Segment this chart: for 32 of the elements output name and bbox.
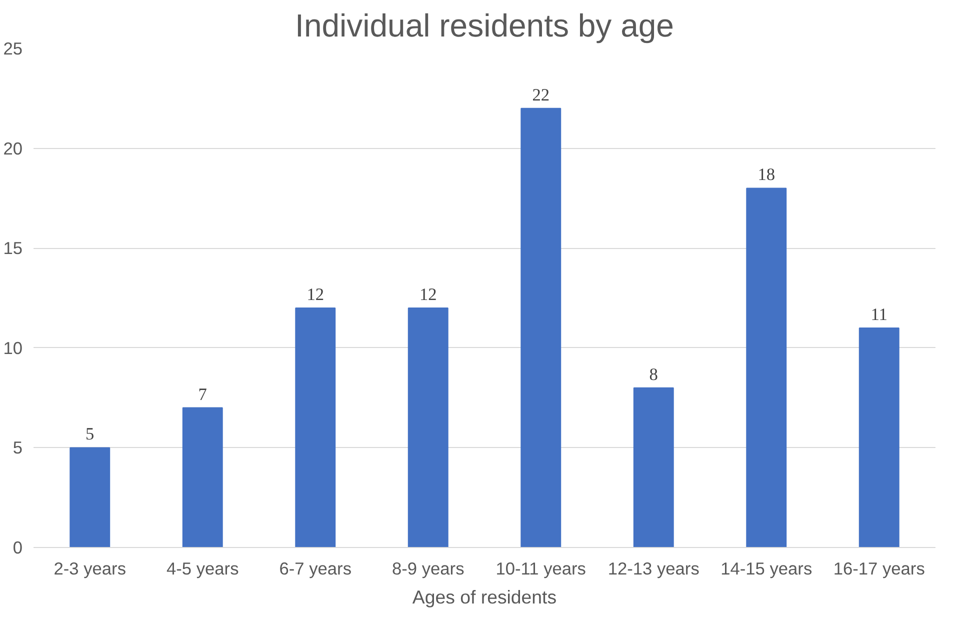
data-label: 22 <box>532 85 550 104</box>
x-tick-label: 16-17 years <box>833 558 926 578</box>
x-tick-label: 4-5 years <box>166 558 240 578</box>
x-tick-label: 10-11 years <box>496 558 586 578</box>
bar <box>70 447 110 548</box>
x-tick-label: 12-13 years <box>608 558 700 578</box>
chart-title: Individual residents by age <box>295 8 674 44</box>
data-label: 11 <box>870 304 888 324</box>
data-label: 7 <box>198 384 208 404</box>
bar <box>520 108 562 548</box>
data-label: 18 <box>758 165 776 184</box>
bar <box>182 407 223 548</box>
x-tick-label: 6-7 years <box>279 558 352 578</box>
y-tick-label: 0 <box>12 538 23 558</box>
data-label: 12 <box>419 284 437 304</box>
y-tick-label: 20 <box>3 138 23 158</box>
y-tick-label: 10 <box>3 338 23 358</box>
x-tick-label: 14-15 years <box>720 558 812 578</box>
y-tick-label: 5 <box>12 438 23 458</box>
x-axis-title: Ages of residents <box>412 586 557 608</box>
bar <box>408 307 448 548</box>
bar <box>295 307 336 548</box>
bar <box>633 387 674 548</box>
data-label: 5 <box>86 424 94 444</box>
y-tick-label: 15 <box>3 238 23 258</box>
data-label: 12 <box>306 284 324 304</box>
bar <box>746 188 787 548</box>
x-tick-label: 8-9 years <box>392 558 465 578</box>
data-label: 8 <box>649 364 658 384</box>
x-tick-label: 2-3 years <box>54 558 126 578</box>
bar <box>858 327 900 548</box>
y-tick-label: 25 <box>3 38 23 58</box>
